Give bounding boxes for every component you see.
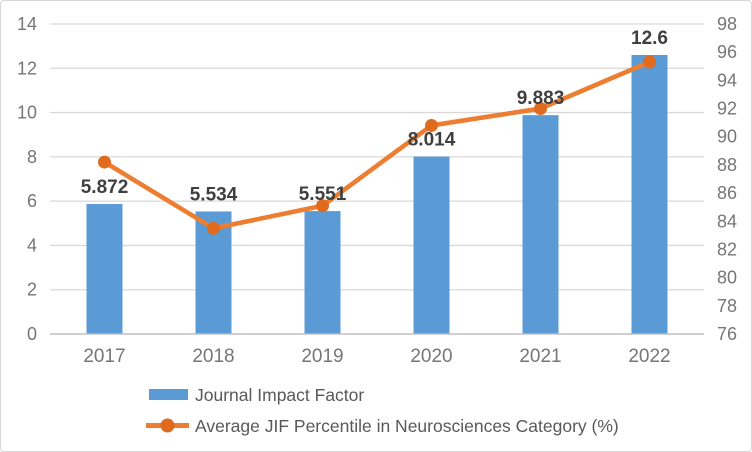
data-label-2017: 5.872 [81,177,129,198]
left-axis-tick-10: 10 [17,103,37,123]
right-axis-tick-90: 90 [717,127,737,147]
data-label-2020: 8.014 [408,130,456,151]
legend-bar-swatch [149,389,188,400]
line-point-2017 [98,155,111,169]
left-axis-tick-8: 8 [27,147,37,167]
bar-2022 [631,55,668,334]
legend-label-journal-impact-factor: Journal Impact Factor [195,385,364,405]
x-axis-label-2018: 2018 [192,346,234,367]
bar-2017 [86,203,123,334]
left-axis-tick-2: 2 [27,280,37,300]
right-axis-tick-98: 98 [717,14,737,34]
x-axis-label-2021: 2021 [519,346,561,367]
right-axis-tick-92: 92 [717,99,737,119]
left-axis-tick-0: 0 [27,324,37,344]
bar-2020 [413,156,450,334]
line-point-2022 [643,55,656,69]
left-axis-tick-6: 6 [27,191,37,211]
line-point-2018 [207,221,220,235]
data-label-2018: 5.534 [190,184,238,205]
line-point-2021 [534,102,547,116]
x-axis-label-2017: 2017 [83,346,125,367]
x-axis-label-2019: 2019 [301,346,343,367]
right-axis-tick-86: 86 [717,183,737,203]
data-label-2021: 9.883 [517,88,565,109]
bar-2019 [304,211,341,334]
data-label-2019: 5.551 [299,184,347,205]
right-axis-tick-88: 88 [717,155,737,175]
x-axis-label-2022: 2022 [628,346,670,367]
right-axis-tick-94: 94 [717,70,737,90]
legend-label-average-jif-percentile: Average JIF Percentile in Neurosciences … [195,416,619,436]
line-point-2020 [425,118,438,132]
right-axis-tick-82: 82 [717,239,737,259]
left-axis-tick-4: 4 [27,235,37,255]
bar-2021 [522,115,559,334]
right-axis-tick-78: 78 [717,296,737,316]
left-axis-tick-12: 12 [17,58,37,78]
right-axis-tick-84: 84 [717,211,737,231]
right-axis-tick-76: 76 [717,324,737,344]
right-axis-tick-96: 96 [717,42,737,62]
right-axis-tick-80: 80 [717,268,737,288]
x-axis-label-2020: 2020 [410,346,452,367]
line-point-2019 [316,199,329,213]
jif-percentile-line [102,59,652,231]
data-label-2022: 12.6 [631,28,668,49]
left-axis-tick-14: 14 [17,14,37,34]
legend-line-marker [160,418,175,433]
